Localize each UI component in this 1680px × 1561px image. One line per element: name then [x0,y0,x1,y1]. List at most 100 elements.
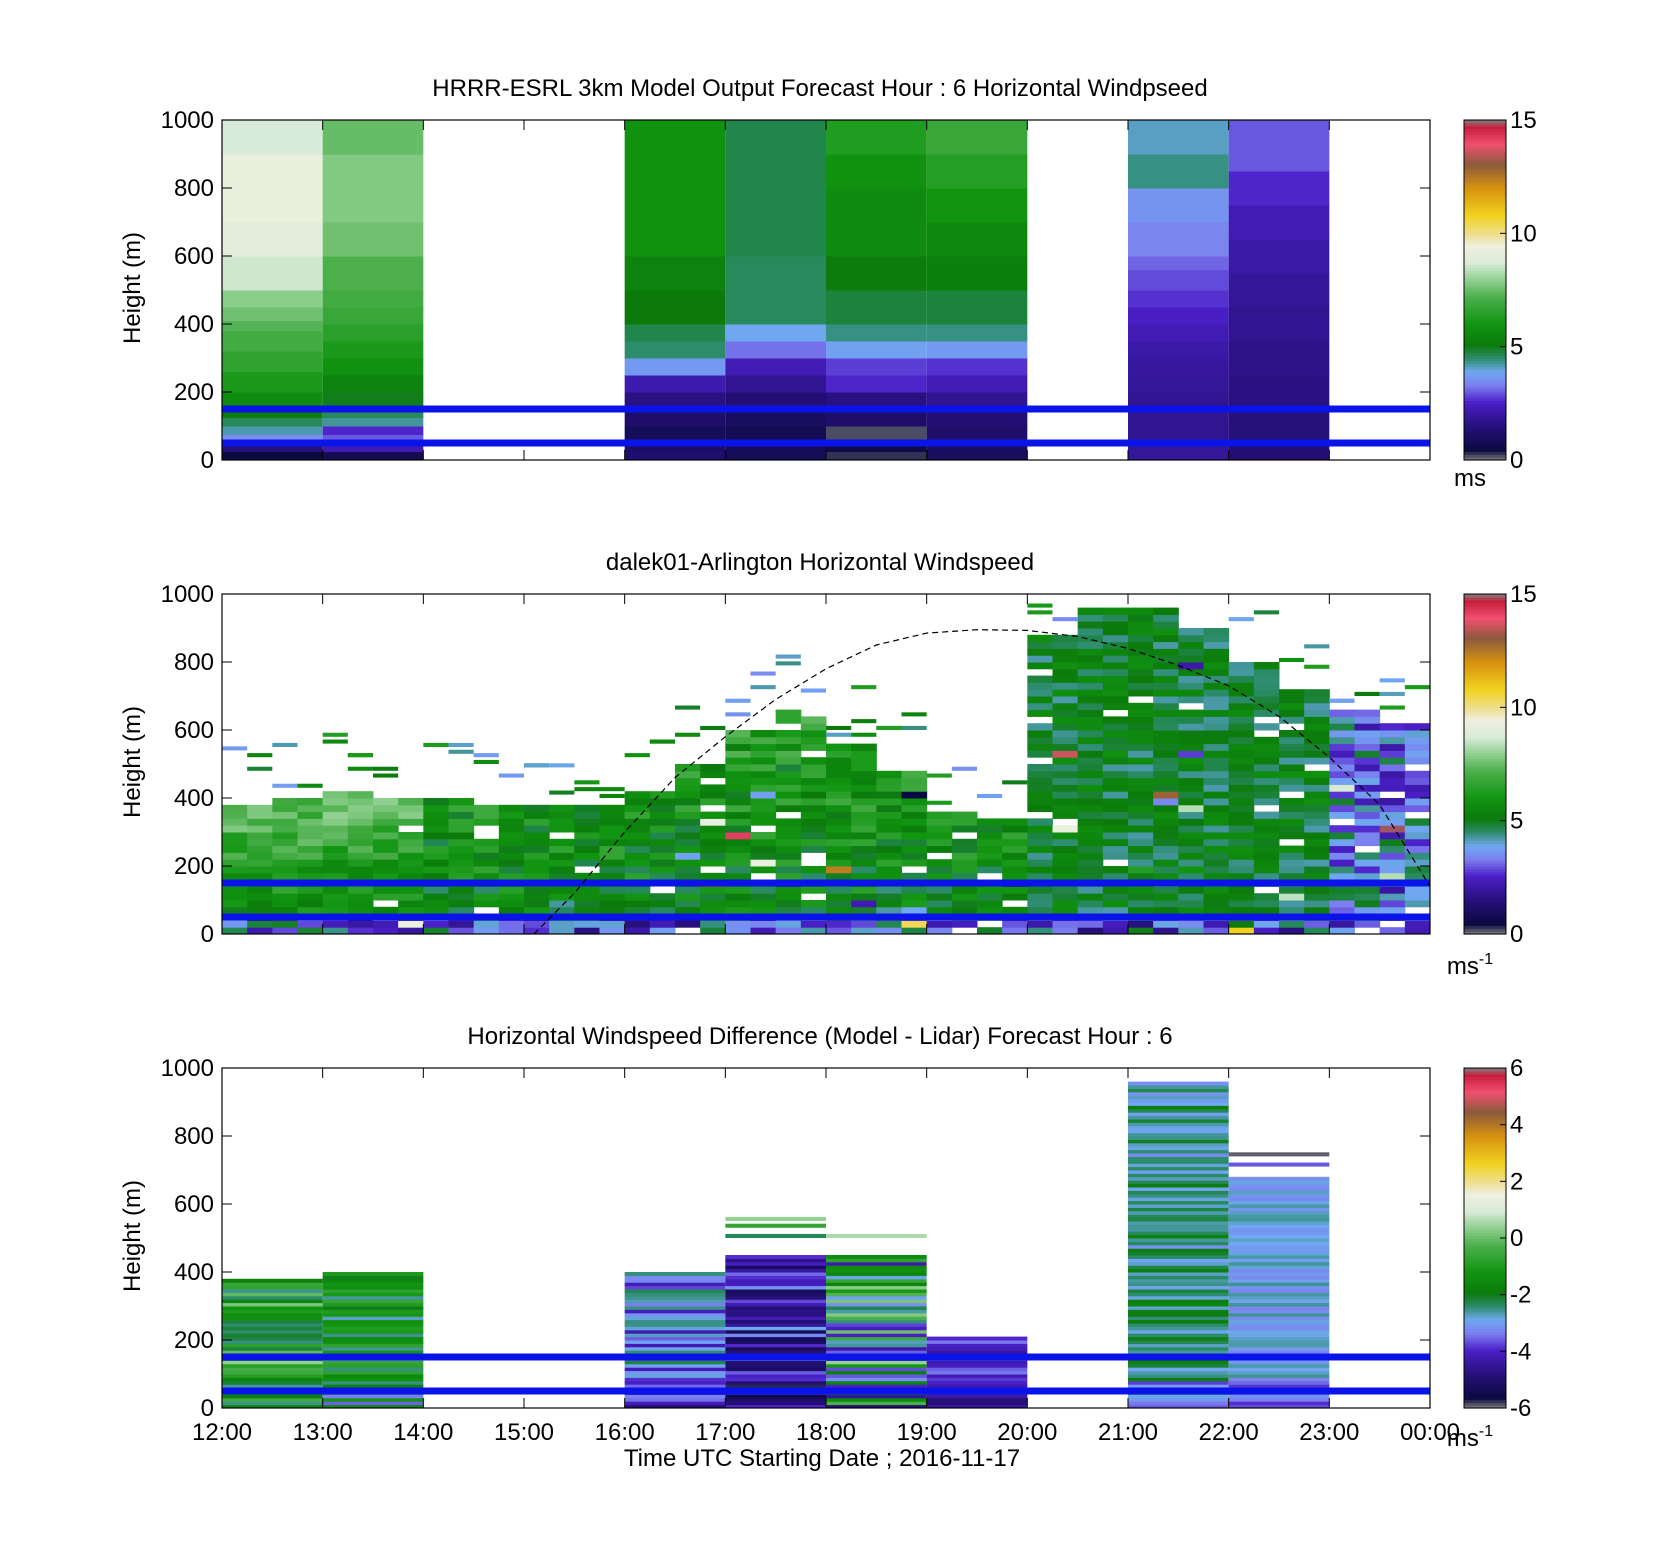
lidar-cell [750,685,776,690]
difference-cell [1228,1224,1330,1229]
lidar-cell [1279,716,1305,724]
model-cell [322,443,424,452]
lidar-cell [851,770,877,779]
lidar-cell [1404,859,1431,867]
lidar-cell [498,818,525,826]
difference-cell [1228,1176,1330,1181]
lidar-cell [448,749,474,754]
colorbar-swatch [1464,908,1506,912]
lidar-cell [1153,723,1179,731]
lidar-cell [876,838,902,847]
model-cell [926,324,1028,342]
lidar-cell [1304,866,1330,874]
lidar-cell [851,927,877,935]
lidar-cell [1077,648,1104,656]
difference-cell [1128,1312,1229,1317]
difference-cell [1128,1401,1229,1406]
model-cell [1128,358,1229,376]
difference-cell [322,1292,424,1297]
lidar-cell [1203,893,1230,901]
lidar-cell [1153,621,1179,629]
lidar-cell [1153,730,1179,738]
difference-cell [826,1316,927,1321]
y-tick-label: 800 [174,1123,214,1150]
x-tick-label: 20:00 [997,1419,1057,1446]
lidar-cell [624,852,651,860]
lidar-cell [1329,872,1355,881]
lidar-cell [574,780,600,785]
model-cell [725,120,826,257]
difference-cell [322,1377,424,1382]
lidar-cell [1027,662,1053,670]
colorbar-swatch [1464,301,1506,305]
difference-cell [222,1384,323,1389]
colorbar-swatch [1464,653,1506,657]
lidar-cell [700,770,726,779]
lidar-cell [1153,668,1179,677]
lidar-cell [750,811,777,819]
lidar-cell [1203,784,1230,792]
lidar-cell [1027,682,1053,690]
lidar-cell [1128,614,1154,622]
lidar-cell [1228,893,1255,901]
lidar-cell [272,798,298,806]
lidar-cell [1027,730,1053,738]
lidar-cell [222,852,248,860]
difference-cell [725,1302,826,1307]
lidar-cell [876,804,902,813]
lidar-cell [1002,886,1028,894]
lidar-cell [1228,900,1255,908]
difference-cell [826,1343,927,1348]
lidar-cell [1228,682,1255,690]
lidar-cell [1128,655,1154,663]
difference-cell [1228,1363,1330,1368]
colorbar-swatch [1464,437,1506,441]
difference-cell [624,1370,726,1375]
colorbar-swatch [1464,871,1506,876]
colorbar-swatch [1464,224,1506,229]
lidar-cell [1354,709,1381,717]
lidar-cell [373,852,399,860]
colorbar-swatch [1464,1198,1506,1202]
model-cell [926,154,1028,189]
colorbar-swatch [1464,744,1506,748]
lidar-cell [1052,872,1079,881]
lidar-cell [1329,832,1355,840]
colorbar-swatch [1464,608,1506,612]
lidar-cell [851,750,877,758]
lidar-cell [423,906,449,915]
lidar-cell [1354,691,1380,696]
difference-cell [826,1282,927,1287]
lidar-cell [272,906,298,915]
lidar-cell [1404,832,1431,840]
model-cell [725,375,826,393]
lidar-cell [448,906,475,915]
lidar-cell [222,825,248,833]
lidar-cell [901,818,928,826]
difference-cell [222,1363,323,1368]
difference-plot-area: 12:00 13:00 14:00 15:00 16:00 17:00 18:00 19:00… [161,1055,1460,1446]
lidar-cell [574,920,600,928]
lidar-cell [448,872,475,881]
colorbar-swatch [1464,1328,1506,1333]
lidar-cell [1077,770,1104,779]
lidar-cell [725,757,751,765]
lidar-cell [1304,736,1330,745]
colorbar-swatch [1464,1291,1506,1296]
lidar-cell [1077,832,1104,840]
colorbar-swatch [1464,1107,1506,1112]
lidar-cell [1077,730,1104,738]
lidar-cell [1153,784,1179,792]
difference-cell [322,1397,424,1402]
colorbar-swatch [1464,256,1506,260]
lidar-cell [322,872,349,881]
lidar-cell [750,886,777,894]
lidar-cell [1253,893,1280,901]
colorbar-swatch [1464,843,1506,847]
lidar-cell [347,753,373,758]
colorbar-swatch [1464,210,1506,215]
lidar-cell [826,811,852,819]
lidar-cell [297,825,324,833]
lidar-cell [297,818,324,826]
colorbar-swatch [1464,650,1506,655]
